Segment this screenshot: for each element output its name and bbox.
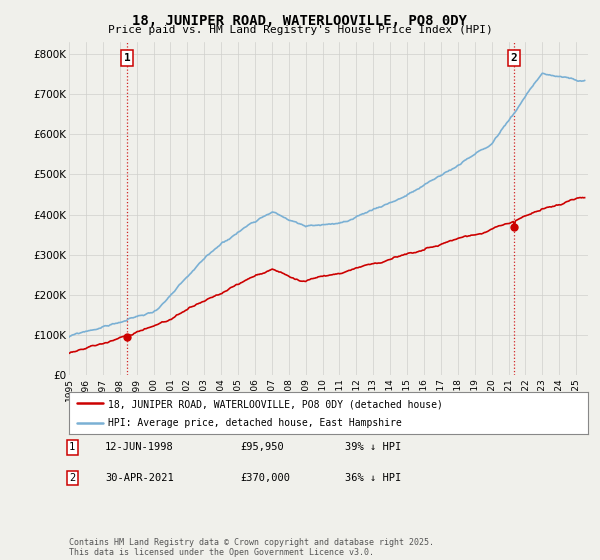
Text: 2: 2 [69,473,75,483]
Text: 18, JUNIPER ROAD, WATERLOOVILLE, PO8 0DY (detached house): 18, JUNIPER ROAD, WATERLOOVILLE, PO8 0DY… [108,399,443,409]
Text: 1: 1 [124,53,131,63]
Text: £95,950: £95,950 [240,442,284,452]
Text: Price paid vs. HM Land Registry's House Price Index (HPI): Price paid vs. HM Land Registry's House … [107,25,493,35]
Text: 18, JUNIPER ROAD, WATERLOOVILLE, PO8 0DY: 18, JUNIPER ROAD, WATERLOOVILLE, PO8 0DY [133,14,467,28]
Text: Contains HM Land Registry data © Crown copyright and database right 2025.
This d: Contains HM Land Registry data © Crown c… [69,538,434,557]
Text: 30-APR-2021: 30-APR-2021 [105,473,174,483]
Text: HPI: Average price, detached house, East Hampshire: HPI: Average price, detached house, East… [108,418,401,428]
Text: 2: 2 [511,53,517,63]
Text: 12-JUN-1998: 12-JUN-1998 [105,442,174,452]
Text: £370,000: £370,000 [240,473,290,483]
Text: 36% ↓ HPI: 36% ↓ HPI [345,473,401,483]
Text: 1: 1 [69,442,75,452]
Text: 39% ↓ HPI: 39% ↓ HPI [345,442,401,452]
